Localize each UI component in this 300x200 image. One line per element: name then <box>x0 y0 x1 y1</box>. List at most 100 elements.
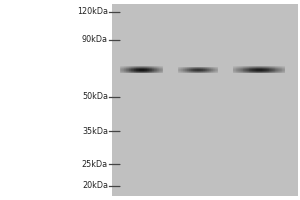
Bar <box>135 68 136 69</box>
Bar <box>216 71 217 72</box>
Bar <box>267 70 268 71</box>
Bar <box>250 66 251 67</box>
Bar <box>210 70 211 71</box>
Bar <box>204 67 205 68</box>
Bar <box>160 66 161 67</box>
Bar <box>267 66 268 67</box>
Bar <box>149 67 150 68</box>
Bar <box>200 71 201 72</box>
Bar <box>195 71 196 72</box>
Bar <box>199 70 200 71</box>
Bar <box>209 72 210 73</box>
Bar <box>159 67 160 68</box>
Bar <box>193 68 194 69</box>
Bar <box>201 70 202 71</box>
Bar <box>252 69 253 70</box>
Bar <box>206 67 207 68</box>
Bar <box>246 69 247 70</box>
Bar <box>217 72 218 73</box>
Text: 50kDa: 50kDa <box>82 92 108 101</box>
Bar <box>188 67 189 68</box>
Bar <box>192 71 193 72</box>
Bar <box>244 66 245 67</box>
Bar <box>204 68 205 69</box>
Bar <box>253 70 254 71</box>
Bar <box>236 71 237 72</box>
Bar <box>198 68 199 69</box>
Bar <box>158 66 159 67</box>
Bar <box>131 68 132 69</box>
Bar <box>197 70 198 71</box>
Bar <box>261 69 262 70</box>
Bar <box>156 71 157 72</box>
Bar <box>213 72 214 73</box>
Bar <box>263 66 264 67</box>
Bar <box>266 72 267 73</box>
Bar <box>189 67 190 68</box>
Bar <box>209 68 210 69</box>
Bar <box>254 70 255 71</box>
Bar <box>179 70 180 71</box>
Bar <box>278 70 279 71</box>
Bar <box>147 72 148 73</box>
Bar <box>259 70 260 71</box>
Bar <box>234 69 235 70</box>
Bar <box>204 70 205 71</box>
Bar <box>209 69 210 70</box>
Bar <box>212 71 213 72</box>
Bar <box>187 72 188 73</box>
Bar <box>243 70 244 71</box>
Bar <box>136 70 137 71</box>
Bar <box>182 70 183 71</box>
Bar <box>142 66 143 67</box>
Bar <box>126 68 127 69</box>
Bar <box>153 66 154 67</box>
Bar <box>280 72 281 73</box>
Bar <box>131 66 132 67</box>
Bar <box>248 69 249 70</box>
Bar <box>276 69 277 70</box>
Bar <box>259 72 260 73</box>
Bar <box>194 70 195 71</box>
Bar <box>189 70 190 71</box>
Bar <box>238 71 239 72</box>
Bar <box>241 72 242 73</box>
Bar <box>235 69 236 70</box>
Bar <box>276 66 277 67</box>
Bar <box>239 70 240 71</box>
Bar <box>147 70 148 71</box>
Bar <box>188 71 189 72</box>
Bar <box>261 66 262 67</box>
Bar <box>121 68 122 69</box>
Bar <box>134 72 135 73</box>
Bar <box>264 72 265 73</box>
Bar <box>144 68 145 69</box>
Bar <box>127 68 128 69</box>
Bar <box>266 68 267 69</box>
Bar <box>181 69 182 70</box>
Bar <box>135 67 136 68</box>
Bar <box>185 68 186 69</box>
Bar <box>141 72 142 73</box>
Bar <box>272 70 273 71</box>
Bar <box>162 70 163 71</box>
Bar <box>202 72 203 73</box>
Bar <box>244 68 245 69</box>
Bar <box>134 71 135 72</box>
Bar <box>279 72 280 73</box>
Bar <box>162 72 163 73</box>
Bar <box>135 69 136 70</box>
Bar <box>211 69 212 70</box>
Bar <box>237 69 238 70</box>
Bar <box>125 66 126 67</box>
Bar <box>274 71 275 72</box>
Bar <box>149 70 150 71</box>
Bar <box>278 68 279 69</box>
Bar <box>198 72 199 73</box>
Bar <box>125 70 126 71</box>
Bar <box>123 71 124 72</box>
Bar <box>211 71 212 72</box>
Bar <box>121 66 122 67</box>
Bar <box>258 70 259 71</box>
Bar <box>241 66 242 67</box>
